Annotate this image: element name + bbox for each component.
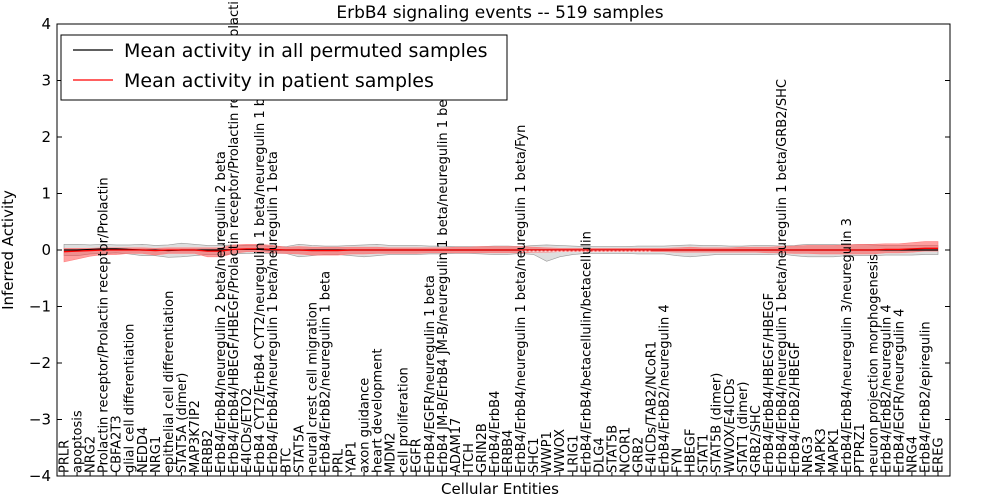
- x-tick-label: PTPRZ1: [853, 423, 868, 473]
- x-tick-label: DLG4: [592, 437, 607, 473]
- x-tick-label: ErbB4/ErbB2/HBEGF: [788, 342, 803, 473]
- x-tick-label: ErbB4/EGFR/neuregulin 4: [892, 309, 907, 473]
- x-tick-label: GRB2/SHC: [749, 405, 764, 473]
- y-axis-label: Inferred Activity: [0, 190, 17, 310]
- x-tick-label: PRLR: [58, 440, 73, 473]
- x-tick-label: ErbB4/ErbB4/neuregulin 2 beta/neuregulin…: [214, 151, 229, 473]
- y-tick-label: −2: [29, 354, 51, 372]
- x-tick-label: STAT1: [697, 434, 712, 473]
- x-tick-label: ErbB4/EGFR/neuregulin 1 beta: [423, 275, 438, 473]
- y-tick-label: 4: [41, 15, 51, 33]
- x-tick-label: ErbB4/ErbB4/HBEGF/HBEGF: [762, 293, 777, 473]
- x-tick-label: ErbB4 JM-B/ErbB4 JM-B/neuregulin 1 beta/…: [436, 87, 451, 473]
- x-tick-label: epithelial cell differentiation: [162, 291, 177, 473]
- x-tick-label: GRB2: [631, 437, 646, 473]
- x-tick-label: PRL: [331, 448, 346, 473]
- x-tick-label: ErbB4/ErbB2/neuregulin 4: [879, 304, 894, 473]
- x-tick-label: NEDD4: [136, 427, 151, 473]
- x-tick-label: ErbB4 CYT2/ErbB4 CYT2/neuregulin 1 beta/…: [253, 77, 268, 473]
- y-tick-label: −1: [29, 298, 51, 316]
- legend-label-permuted: Mean activity in all permuted samples: [124, 40, 487, 62]
- series-line-1: [63, 247, 938, 253]
- legend-box: [60, 34, 508, 101]
- x-tick-label: ErbB4/ErbB2/epiregulin: [918, 321, 933, 473]
- legend: Mean activity in all permuted samples Me…: [60, 34, 508, 101]
- x-tick-label: axon guidance: [358, 378, 373, 473]
- x-tick-label: E4ICDs/ETO2: [240, 388, 255, 473]
- y-axis: 4 3 2 1 0 −1 −2 −3 −4: [29, 15, 950, 485]
- x-tick-label: neuron projection morphogenesis: [866, 254, 881, 473]
- chart-title: ErbB4 signaling events -- 519 samples: [336, 3, 663, 23]
- x-tick-label: E4ICDs/TAB2/NCoR1: [645, 341, 660, 473]
- x-tick-label: STAT5A (dimer): [175, 373, 190, 473]
- x-tick-label: ErbB4/ErbB4/HBEGF/HBEGF/Prolactin recept…: [227, 0, 242, 473]
- x-tick-label: WWP1: [540, 431, 555, 473]
- y-tick-label: 0: [41, 241, 51, 259]
- y-tick-label: 3: [41, 72, 51, 90]
- x-tick-label: ErbB4/ErbB2/neuregulin 4: [658, 304, 673, 473]
- x-tick-label: MAPK1: [827, 428, 842, 473]
- x-tick-label: WWOX: [553, 429, 568, 473]
- x-tick-label: ERBB2: [201, 430, 216, 473]
- x-tick-label: ErbB4/ErbB2/neuregulin 1 beta: [318, 271, 333, 473]
- confidence-bands: [63, 241, 939, 263]
- x-tick-label: FYN: [671, 448, 686, 473]
- x-tick-label: ErbB4/ErbB4/neuregulin 1 beta/neuregulin…: [266, 151, 281, 473]
- x-tick-label: NRG2: [84, 436, 99, 473]
- y-tick-label: −3: [29, 411, 51, 429]
- x-tick-label: NRG1: [149, 436, 164, 473]
- x-tick-label: cell proliferation: [397, 367, 412, 473]
- x-tick-label: BTC: [279, 448, 294, 473]
- x-tick-label: STAT1 (dimer): [736, 382, 751, 473]
- x-tick-label: YAP1: [344, 441, 359, 474]
- x-tick-label: apoptosis: [71, 410, 86, 473]
- x-tick-label: ErbB4/ErbB4/neuregulin 1 beta/neuregulin…: [775, 79, 790, 473]
- x-tick-label: MDM2: [384, 432, 399, 473]
- x-tick-label: ErbB4/ErbB4/neuregulin 1 beta/neuregulin…: [514, 125, 529, 473]
- y-tick-label: 1: [41, 185, 51, 203]
- x-tick-label: NCOR1: [618, 427, 633, 473]
- series-lines: [63, 247, 938, 253]
- x-tick-label: MAP3K7IP2: [188, 400, 203, 473]
- x-tick-label: GRIN2B: [475, 423, 490, 473]
- x-tick-label: LRIG1: [566, 435, 581, 473]
- x-tick-label: Prolactin receptor/Prolactin receptor/Pr…: [97, 177, 112, 473]
- x-tick-label: STAT5B: [605, 425, 620, 473]
- x-tick-label: EGFR: [410, 438, 425, 473]
- x-tick-label: NRG3: [801, 436, 816, 473]
- x-tick-label: NRG4: [905, 436, 920, 473]
- legend-label-patient: Mean activity in patient samples: [124, 70, 434, 92]
- x-tick-label: neural crest cell migration: [305, 302, 320, 473]
- x-axis-label: Cellular Entities: [441, 480, 559, 498]
- x-tick-label: SHC1: [527, 438, 542, 473]
- y-tick-label: 2: [41, 128, 51, 146]
- x-tick-label: EREG: [932, 437, 947, 473]
- x-tick-label: HBEGF: [684, 429, 699, 473]
- y-tick-label: −4: [29, 467, 51, 485]
- x-tick-label: MAPK3: [814, 428, 829, 473]
- x-tick-label: STAT5A: [292, 425, 307, 473]
- x-tick-label: ErbB4/ErbB4/neuregulin 3/neuregulin 3: [840, 218, 855, 473]
- x-tick-label: ERBB4: [501, 430, 516, 473]
- x-tick-label: heart development: [371, 348, 386, 473]
- x-tick-label: ITCH: [462, 443, 477, 473]
- x-tick-label: CBFA2T3: [110, 415, 125, 473]
- x-tick-label: ADAM17: [449, 418, 464, 473]
- x-tick-label: glial cell differentiation: [123, 324, 138, 473]
- band-1: [63, 241, 939, 263]
- x-tick-label: WWOX/E4ICDs: [723, 378, 738, 473]
- x-tick-label: ErbB4/ErbB4/betacellulin/betacellulin: [579, 231, 594, 473]
- x-tick-label: ErbB4/ErbB4: [488, 391, 503, 473]
- x-tick-label: STAT5B (dimer): [710, 373, 725, 473]
